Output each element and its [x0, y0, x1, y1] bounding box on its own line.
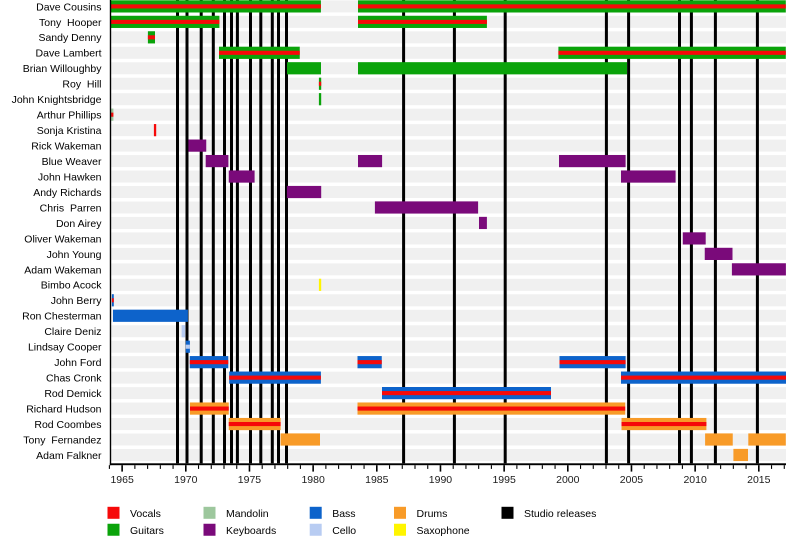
svg-text:John Berry: John Berry	[51, 295, 103, 307]
svg-text:2015: 2015	[747, 474, 771, 486]
svg-text:John Ford: John Ford	[54, 357, 101, 369]
svg-text:Sandy Denny: Sandy Denny	[38, 32, 102, 44]
svg-text:1985: 1985	[365, 474, 389, 486]
svg-text:Arthur Phillips: Arthur Phillips	[37, 110, 102, 122]
svg-text:Drums: Drums	[417, 508, 448, 520]
svg-text:Don Airey: Don Airey	[56, 218, 102, 230]
svg-text:2000: 2000	[556, 474, 580, 486]
svg-text:Saxophone: Saxophone	[417, 525, 470, 537]
svg-text:1990: 1990	[429, 474, 453, 486]
svg-text:Bimbo Acock: Bimbo Acock	[41, 280, 102, 292]
svg-text:Brian Willoughby: Brian Willoughby	[23, 63, 103, 75]
svg-text:Adam Falkner: Adam Falkner	[36, 450, 102, 462]
svg-text:Chas Cronk: Chas Cronk	[46, 373, 102, 385]
svg-text:1975: 1975	[238, 474, 262, 486]
svg-text:2010: 2010	[683, 474, 707, 486]
svg-text:Mandolin: Mandolin	[226, 508, 269, 520]
svg-text:Tony Fernandez: Tony Fernandez	[23, 434, 101, 446]
svg-text:Dave Cousins: Dave Cousins	[36, 1, 101, 13]
svg-text:Andy Richards: Andy Richards	[33, 187, 101, 199]
svg-text:Bass: Bass	[332, 508, 355, 520]
svg-text:Studio releases: Studio releases	[524, 508, 596, 520]
svg-text:Ron Chesterman: Ron Chesterman	[22, 311, 102, 323]
svg-text:Dave Lambert: Dave Lambert	[36, 48, 102, 60]
svg-text:Rick Wakeman: Rick Wakeman	[31, 141, 101, 153]
svg-text:Vocals: Vocals	[130, 508, 161, 520]
svg-text:Rod Demick: Rod Demick	[44, 388, 102, 400]
svg-text:John Knightsbridge: John Knightsbridge	[12, 94, 102, 106]
svg-text:Lindsay Cooper: Lindsay Cooper	[28, 342, 102, 354]
svg-text:Claire Deniz: Claire Deniz	[44, 326, 101, 338]
svg-text:1995: 1995	[492, 474, 516, 486]
svg-text:John Young: John Young	[47, 249, 102, 261]
svg-text:Tony Hooper: Tony Hooper	[39, 17, 102, 29]
svg-text:Sonja Kristina: Sonja Kristina	[37, 125, 102, 137]
svg-text:2005: 2005	[620, 474, 644, 486]
svg-text:Keyboards: Keyboards	[226, 525, 276, 537]
svg-text:1965: 1965	[110, 474, 134, 486]
svg-text:Rod Coombes: Rod Coombes	[34, 419, 101, 431]
svg-text:Roy Hill: Roy Hill	[62, 79, 101, 91]
svg-text:Blue Weaver: Blue Weaver	[42, 156, 102, 168]
svg-text:Adam Wakeman: Adam Wakeman	[24, 264, 101, 276]
svg-text:John Hawken: John Hawken	[38, 171, 102, 183]
svg-text:Oliver Wakeman: Oliver Wakeman	[24, 233, 101, 245]
svg-text:Chris Parren: Chris Parren	[40, 202, 102, 214]
svg-text:1980: 1980	[301, 474, 325, 486]
svg-text:1970: 1970	[174, 474, 198, 486]
svg-text:Guitars: Guitars	[130, 525, 164, 537]
svg-text:Richard Hudson: Richard Hudson	[26, 403, 101, 415]
svg-text:Cello: Cello	[332, 525, 356, 537]
